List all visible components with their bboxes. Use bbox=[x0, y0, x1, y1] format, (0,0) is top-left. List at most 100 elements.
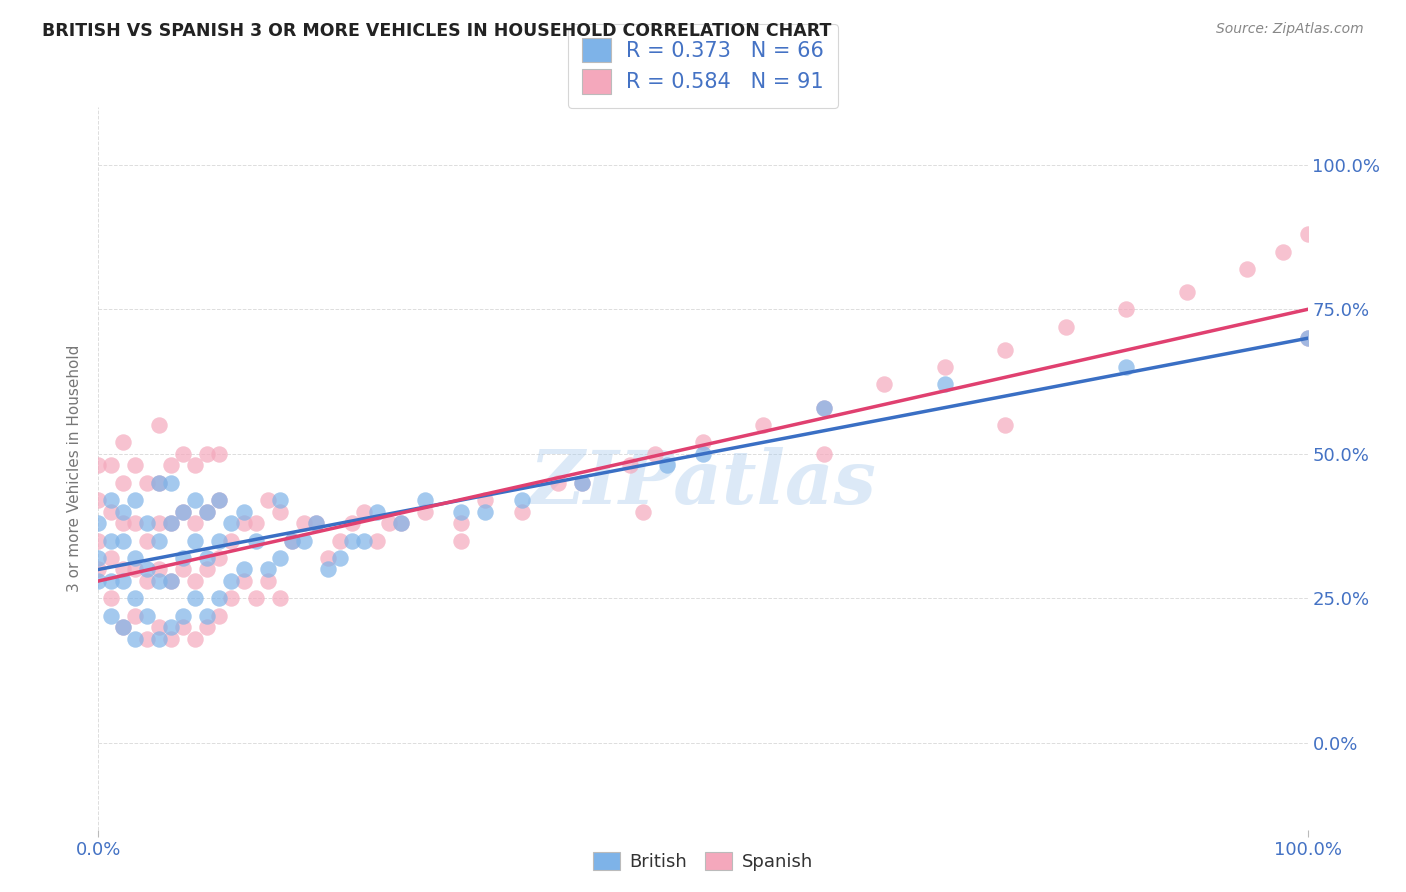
Point bbox=[245, 591, 267, 606]
Point bbox=[100, 574, 122, 588]
Point bbox=[111, 435, 134, 450]
Point bbox=[124, 591, 146, 606]
Point bbox=[208, 591, 231, 606]
Text: Source: ZipAtlas.com: Source: ZipAtlas.com bbox=[1216, 22, 1364, 37]
Point bbox=[100, 505, 122, 519]
Point bbox=[450, 516, 472, 531]
Point bbox=[172, 505, 194, 519]
Point bbox=[160, 620, 183, 634]
Point bbox=[135, 562, 157, 576]
Point bbox=[160, 475, 183, 490]
Point bbox=[269, 591, 291, 606]
Point bbox=[184, 632, 207, 646]
Point bbox=[184, 493, 207, 508]
Point bbox=[87, 493, 110, 508]
Point bbox=[160, 516, 183, 531]
Point bbox=[124, 550, 146, 565]
Point bbox=[1236, 261, 1258, 276]
Point bbox=[184, 458, 207, 473]
Point bbox=[269, 505, 291, 519]
Point bbox=[232, 574, 254, 588]
Point bbox=[87, 533, 110, 548]
Point bbox=[232, 505, 254, 519]
Point bbox=[389, 516, 412, 531]
Point bbox=[342, 516, 364, 531]
Point bbox=[148, 475, 170, 490]
Point bbox=[148, 574, 170, 588]
Point bbox=[208, 533, 231, 548]
Point bbox=[366, 505, 388, 519]
Point bbox=[87, 574, 110, 588]
Point bbox=[366, 533, 388, 548]
Point bbox=[329, 533, 352, 548]
Point bbox=[413, 493, 436, 508]
Point bbox=[135, 608, 157, 623]
Point bbox=[813, 401, 835, 415]
Point bbox=[655, 458, 678, 473]
Point bbox=[305, 516, 328, 531]
Point bbox=[148, 562, 170, 576]
Point bbox=[450, 505, 472, 519]
Point bbox=[256, 574, 278, 588]
Point bbox=[692, 435, 714, 450]
Point bbox=[148, 475, 170, 490]
Point bbox=[208, 493, 231, 508]
Point bbox=[111, 516, 134, 531]
Point bbox=[1054, 319, 1077, 334]
Point bbox=[281, 533, 304, 548]
Point bbox=[245, 516, 267, 531]
Point bbox=[619, 458, 641, 473]
Point bbox=[184, 516, 207, 531]
Point bbox=[1115, 302, 1137, 317]
Point bbox=[316, 550, 339, 565]
Point bbox=[184, 574, 207, 588]
Point bbox=[172, 447, 194, 461]
Point bbox=[221, 574, 243, 588]
Point bbox=[111, 620, 134, 634]
Point bbox=[571, 475, 593, 490]
Point bbox=[305, 516, 328, 531]
Point bbox=[221, 533, 243, 548]
Point bbox=[195, 550, 218, 565]
Point bbox=[87, 562, 110, 576]
Point bbox=[934, 377, 956, 392]
Point bbox=[160, 632, 183, 646]
Point bbox=[377, 516, 399, 531]
Point bbox=[221, 591, 243, 606]
Point bbox=[474, 493, 496, 508]
Point bbox=[195, 505, 218, 519]
Point bbox=[353, 533, 375, 548]
Point bbox=[135, 574, 157, 588]
Point bbox=[160, 516, 183, 531]
Point bbox=[172, 550, 194, 565]
Point bbox=[474, 505, 496, 519]
Point bbox=[135, 632, 157, 646]
Point bbox=[124, 632, 146, 646]
Point bbox=[269, 550, 291, 565]
Point bbox=[631, 505, 654, 519]
Point bbox=[752, 417, 775, 432]
Point bbox=[692, 447, 714, 461]
Point bbox=[184, 533, 207, 548]
Point bbox=[124, 562, 146, 576]
Text: BRITISH VS SPANISH 3 OR MORE VEHICLES IN HOUSEHOLD CORRELATION CHART: BRITISH VS SPANISH 3 OR MORE VEHICLES IN… bbox=[42, 22, 831, 40]
Point bbox=[547, 475, 569, 490]
Point bbox=[135, 475, 157, 490]
Point bbox=[389, 516, 412, 531]
Y-axis label: 3 or more Vehicles in Household: 3 or more Vehicles in Household bbox=[66, 344, 82, 592]
Point bbox=[571, 475, 593, 490]
Point bbox=[87, 516, 110, 531]
Point bbox=[100, 550, 122, 565]
Point bbox=[994, 343, 1017, 357]
Point bbox=[124, 608, 146, 623]
Point bbox=[111, 505, 134, 519]
Point bbox=[644, 447, 666, 461]
Point bbox=[111, 620, 134, 634]
Point bbox=[148, 516, 170, 531]
Point bbox=[195, 608, 218, 623]
Point bbox=[232, 516, 254, 531]
Point bbox=[208, 608, 231, 623]
Point bbox=[256, 562, 278, 576]
Point bbox=[813, 447, 835, 461]
Point bbox=[135, 533, 157, 548]
